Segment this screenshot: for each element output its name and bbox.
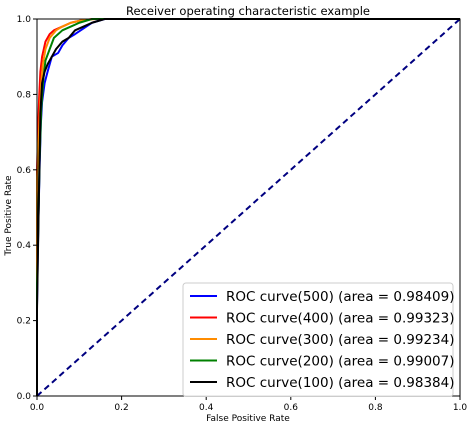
plot-area (36, 18, 461, 397)
legend-label-1: ROC curve(500) (area = 0.98409) (226, 289, 455, 305)
reference-diagonal-line (36, 18, 461, 397)
x-tick-label: 0.6 (284, 403, 299, 413)
y-tick-label: 0.0 (17, 392, 32, 402)
legend: ROC curve(500) (area = 0.98409) ROC curve… (182, 282, 455, 397)
y-tick-label: 1.0 (17, 15, 32, 25)
legend-label-2: ROC curve(400) (area = 0.99323) (226, 311, 455, 327)
x-tick-label: 0.4 (199, 403, 214, 413)
x-axis-label: False Positive Rate (206, 414, 290, 424)
legend-label-4: ROC curve(200) (area = 0.99007) (226, 354, 455, 370)
x-tick-label: 1.0 (453, 403, 468, 413)
x-tick-label: 0.2 (114, 403, 128, 413)
y-tick-label: 0.4 (17, 241, 32, 251)
axis-ticks: 0.0 0.2 0.4 0.6 0.8 1.0 0.0 0.2 0.4 0.6 0.8 1.0 (17, 15, 468, 413)
y-tick-label: 0.2 (17, 317, 31, 327)
series-line-5 (36, 18, 460, 396)
legend-label-3: ROC curve(300) (area = 0.99234) (226, 332, 455, 348)
y-axis-label: True Positive Rate (4, 175, 14, 257)
x-tick-label: 0.0 (30, 403, 45, 413)
x-tick-label: 0.8 (368, 403, 383, 413)
legend-box (182, 282, 454, 397)
y-tick-label: 0.6 (17, 166, 32, 176)
y-tick-label: 0.8 (17, 90, 32, 100)
legend-label-5: ROC curve(100) (area = 0.98384) (226, 375, 455, 391)
chart-title: Receiver operating characteristic exampl… (126, 4, 370, 18)
